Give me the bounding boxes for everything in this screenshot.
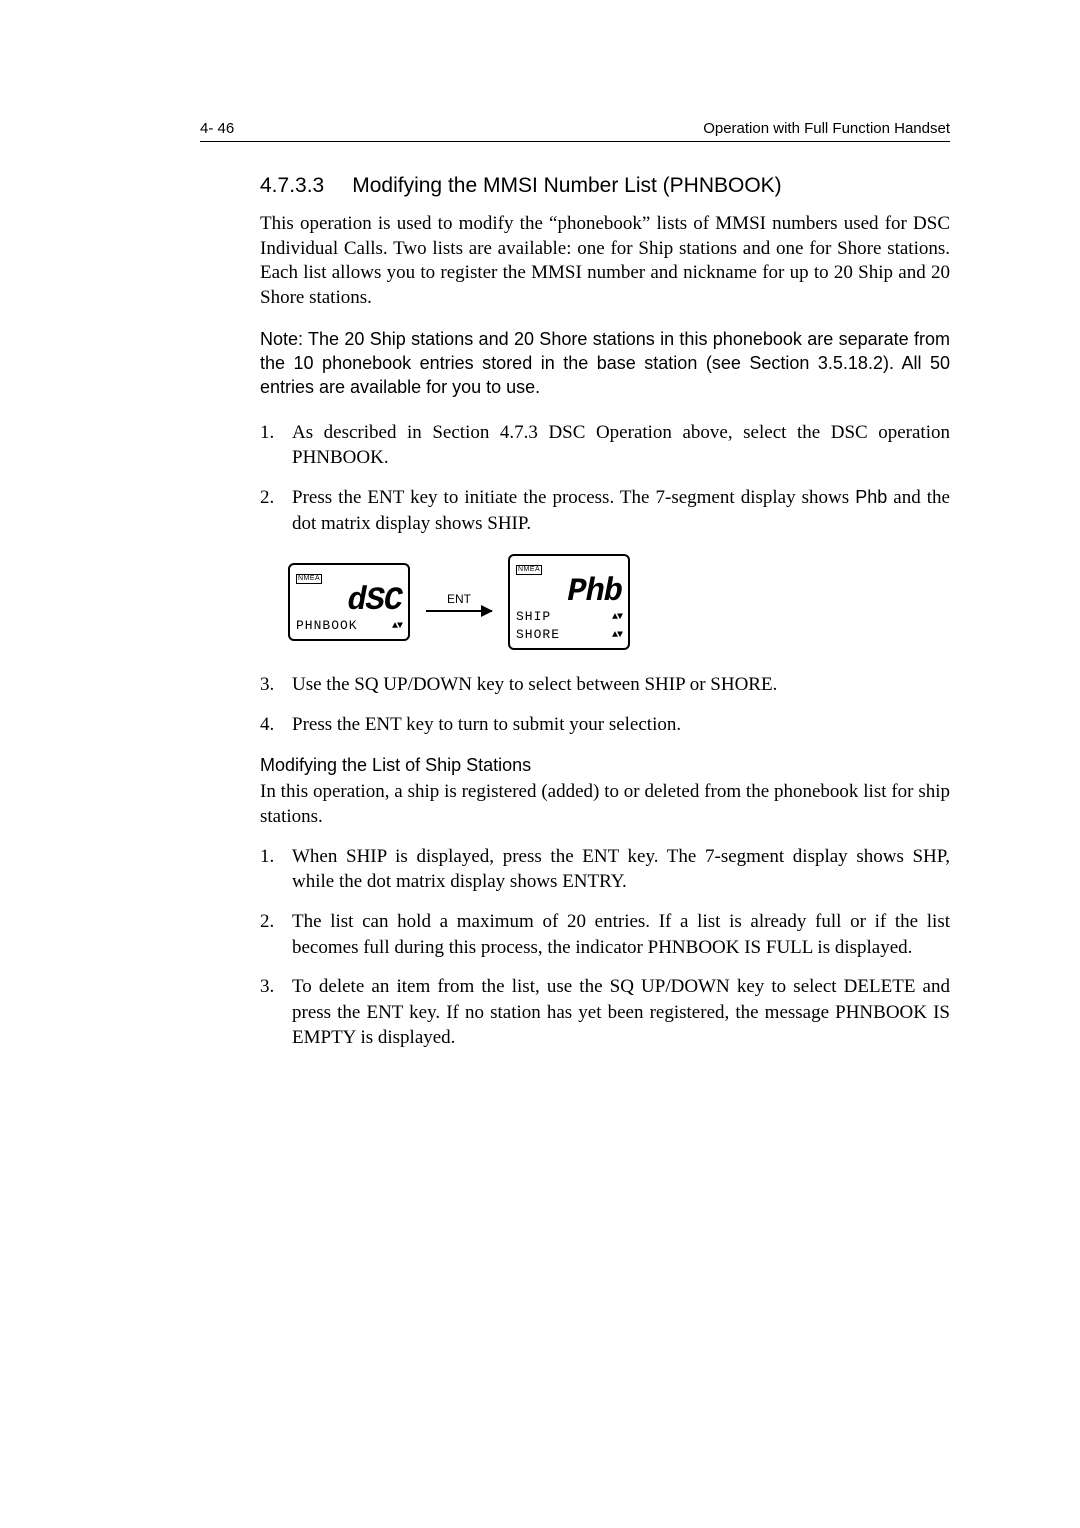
- step-text: Use the SQ UP/DOWN key to select between…: [292, 672, 950, 698]
- step-text: Press the ENT key to turn to submit your…: [292, 712, 950, 738]
- lcd-diagram: NMEA dSC PHNBOOK ▲▼ ENT NMEA Phb SHIP ▲▼: [288, 554, 950, 650]
- steps-b: 3. Use the SQ UP/DOWN key to select betw…: [260, 672, 950, 737]
- note-label: Note:: [260, 329, 303, 349]
- sub-paragraph: In this operation, a ship is registered …: [260, 780, 950, 829]
- step-number: 4.: [260, 712, 292, 738]
- list-item: 2. The list can hold a maximum of 20 ent…: [260, 909, 950, 960]
- step-number: 2.: [260, 485, 292, 536]
- step-text: Press the ENT key to initiate the proces…: [292, 485, 950, 536]
- lcd-right: NMEA Phb SHIP ▲▼ SHORE ▲▼: [508, 554, 630, 650]
- ent-arrow-block: ENT: [426, 592, 492, 612]
- matrix-left: PHNBOOK: [296, 618, 358, 635]
- list-item: 3. To delete an item from the list, use …: [260, 974, 950, 1051]
- subheading: Modifying the List of Ship Stations: [260, 755, 950, 776]
- step-text-pre: Press the ENT key to initiate the proces…: [292, 487, 855, 508]
- step-number: 1.: [260, 844, 292, 895]
- updown-icon: ▲▼: [612, 611, 622, 624]
- intro-paragraph: This operation is used to modify the “ph…: [260, 212, 950, 311]
- ent-label: ENT: [426, 592, 492, 606]
- step-number: 2.: [260, 909, 292, 960]
- section-number: 4.7.3.3: [260, 174, 324, 197]
- step-text: To delete an item from the list, use the…: [292, 974, 950, 1051]
- step-number: 3.: [260, 974, 292, 1051]
- seg-display-right: Phb: [516, 576, 622, 608]
- step-text: As described in Section 4.7.3 DSC Operat…: [292, 420, 950, 471]
- note-paragraph: Note: The 20 Ship stations and 20 Shore …: [260, 327, 950, 400]
- step-text: When SHIP is displayed, press the ENT ke…: [292, 844, 950, 895]
- note-text: The 20 Ship stations and 20 Shore statio…: [260, 329, 950, 398]
- nmea-badge: NMEA: [296, 574, 322, 584]
- updown-icon: ▲▼: [612, 629, 622, 642]
- section-title: Modifying the MMSI Number List (PHNBOOK): [352, 174, 781, 197]
- running-head: Operation with Full Function Handset: [703, 120, 950, 137]
- matrix-right-2: SHORE: [516, 627, 560, 644]
- arrow-right-icon: [426, 610, 492, 612]
- step-text: The list can hold a maximum of 20 entrie…: [292, 909, 950, 960]
- updown-icon: ▲▼: [392, 620, 402, 633]
- list-item: 1. As described in Section 4.7.3 DSC Ope…: [260, 420, 950, 471]
- list-item: 3. Use the SQ UP/DOWN key to select betw…: [260, 672, 950, 698]
- steps-a: 1. As described in Section 4.7.3 DSC Ope…: [260, 420, 950, 537]
- seg-display-left: dSC: [296, 585, 402, 617]
- step-number: 1.: [260, 420, 292, 471]
- nmea-badge: NMEA: [516, 565, 542, 575]
- matrix-right-1: SHIP: [516, 609, 551, 626]
- step-number: 3.: [260, 672, 292, 698]
- lcd-left: NMEA dSC PHNBOOK ▲▼: [288, 563, 410, 641]
- list-item: 4. Press the ENT key to turn to submit y…: [260, 712, 950, 738]
- list-item: 1. When SHIP is displayed, press the ENT…: [260, 844, 950, 895]
- steps-c: 1. When SHIP is displayed, press the ENT…: [260, 844, 950, 1051]
- phb-label: Phb: [855, 487, 887, 507]
- list-item: 2. Press the ENT key to initiate the pro…: [260, 485, 950, 536]
- page-number: 4- 46: [200, 120, 234, 137]
- section-heading: 4.7.3.3 Modifying the MMSI Number List (P…: [260, 174, 950, 198]
